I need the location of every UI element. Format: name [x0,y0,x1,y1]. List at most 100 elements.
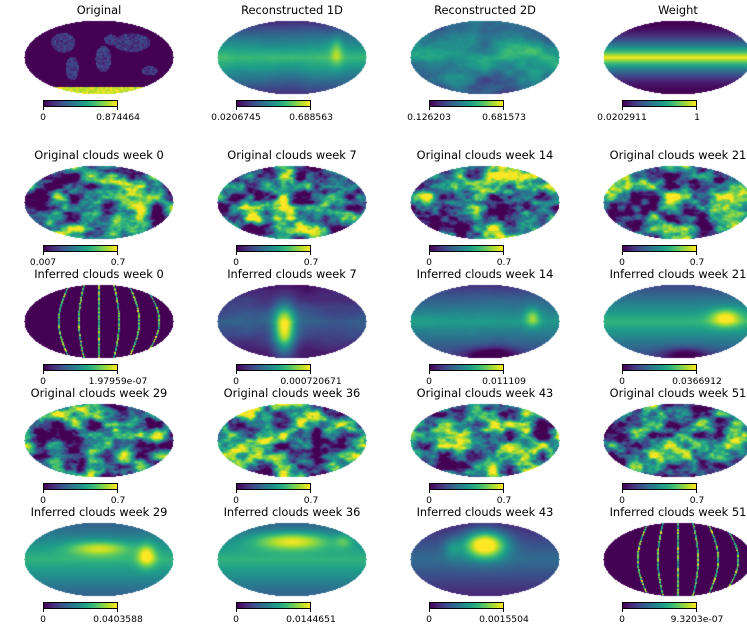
colorbar-min-tick [429,107,430,110]
colorbar-min-tick [622,107,623,110]
panel-title: Original clouds week 36 [223,386,361,400]
colorbar-min-tick [236,252,237,255]
panel-title: Inferred clouds week 14 [416,267,554,281]
colorbar-max-label: 0.000720671 [280,376,342,387]
colorbar-min-tick [43,609,44,612]
colorbar [622,245,697,252]
colorbar [236,364,311,371]
panel-title: Original clouds week 43 [416,386,554,400]
mollweide-map [603,403,747,478]
colorbar-max-label: 0.688563 [289,112,333,123]
colorbar-max-tick [503,490,504,493]
colorbar-min-label: 0 [619,614,625,625]
colorbar-min-label: 0 [233,614,239,625]
colorbar [622,100,697,107]
panel-original: Original 0 0.874464 [6,2,192,128]
panel-title: Inferred clouds week 7 [227,267,357,281]
colorbar-min-tick [236,609,237,612]
colorbar-min-tick [429,371,430,374]
colorbar-min-tick [622,252,623,255]
colorbar-min-label: 0 [40,495,46,506]
colorbar-max-label: 0.7 [689,495,705,506]
panel-title: Reconstructed 1D [241,3,343,17]
mollweide-map [24,522,174,597]
colorbar-max-label: 0.0403588 [93,614,143,625]
colorbar [236,100,311,107]
colorbar-max-label: 1.97959e-07 [88,376,148,387]
panel-title: Reconstructed 2D [434,3,536,17]
panel-title: Original clouds week 0 [34,148,164,162]
colorbar [622,483,697,490]
colorbar-min-label: 0 [426,257,432,268]
panel-original-clouds-week-0: Original clouds week 0 0.007 0.7 [6,147,192,273]
colorbar-max-label: 0.0366912 [672,376,722,387]
mollweide-map [603,20,747,95]
colorbar-min-tick [236,371,237,374]
mollweide-map [24,165,174,240]
colorbar-max-tick [117,107,118,110]
colorbar-min-label: 0.0202911 [597,112,647,123]
mollweide-map [217,403,367,478]
panel-original-clouds-week-29: Original clouds week 29 0 0.7 [6,385,192,511]
panel-original-clouds-week-14: Original clouds week 14 0 0.7 [392,147,578,273]
mollweide-map [410,403,560,478]
panel-title: Original clouds week 51 [609,386,747,400]
colorbar-max-tick [696,252,697,255]
panel-title: Inferred clouds week 51 [609,505,747,519]
mollweide-map [217,522,367,597]
panel-original-clouds-week-36: Original clouds week 36 0 0.7 [199,385,385,511]
panel-title: Original clouds week 14 [416,148,554,162]
mollweide-map [24,284,174,359]
colorbar [43,100,118,107]
colorbar [236,483,311,490]
panel-inferred-clouds-week-51: Inferred clouds week 51 0 9.3203e-07 [585,504,747,630]
panel-title: Original [76,3,122,17]
panel-reconstructed-2d: Reconstructed 2D 0.126203 0.681573 [392,2,578,128]
colorbar-min-label: 0 [233,257,239,268]
colorbar-min-tick [429,252,430,255]
colorbar-min-tick [236,107,237,110]
colorbar-max-label: 0.0015504 [479,614,529,625]
panel-title: Original clouds week 21 [609,148,747,162]
panel-inferred-clouds-week-0: Inferred clouds week 0 0 1.97959e-07 [6,266,192,392]
colorbar-min-label: 0 [619,376,625,387]
colorbar-max-tick [310,252,311,255]
colorbar-min-label: 0 [619,495,625,506]
panel-title: Inferred clouds week 21 [609,267,747,281]
colorbar-max-tick [503,371,504,374]
colorbar-min-tick [43,371,44,374]
colorbar-max-tick [117,252,118,255]
panel-inferred-clouds-week-29: Inferred clouds week 29 0 0.0403588 [6,504,192,630]
mollweide-map [410,522,560,597]
colorbar-max-label: 0.7 [110,495,126,506]
colorbar-max-label: 0.874464 [96,112,140,123]
colorbar-min-tick [43,252,44,255]
colorbar-min-tick [429,490,430,493]
colorbar-max-label: 0.7 [689,257,705,268]
colorbar-min-label: 0.126203 [407,112,451,123]
colorbar-max-label: 9.3203e-07 [670,614,724,625]
panel-inferred-clouds-week-43: Inferred clouds week 43 0 0.0015504 [392,504,578,630]
colorbar-max-tick [310,609,311,612]
colorbar-max-label: 0.0144651 [286,614,336,625]
colorbar-min-label: 0 [40,614,46,625]
colorbar-max-tick [696,107,697,110]
mollweide-map [217,20,367,95]
colorbar-max-tick [117,490,118,493]
colorbar-max-tick [310,490,311,493]
colorbar-min-tick [236,490,237,493]
mollweide-map [410,165,560,240]
colorbar [43,364,118,371]
colorbar-max-tick [503,252,504,255]
mollweide-map [603,284,747,359]
colorbar-max-tick [503,107,504,110]
colorbar [43,483,118,490]
colorbar [429,245,504,252]
panel-title: Inferred clouds week 0 [34,267,164,281]
colorbar-max-label: 0.7 [303,495,319,506]
colorbar-max-label: 0.7 [496,257,512,268]
panel-original-clouds-week-51: Original clouds week 51 0 0.7 [585,385,747,511]
colorbar [236,602,311,609]
panel-title: Weight [658,3,698,17]
